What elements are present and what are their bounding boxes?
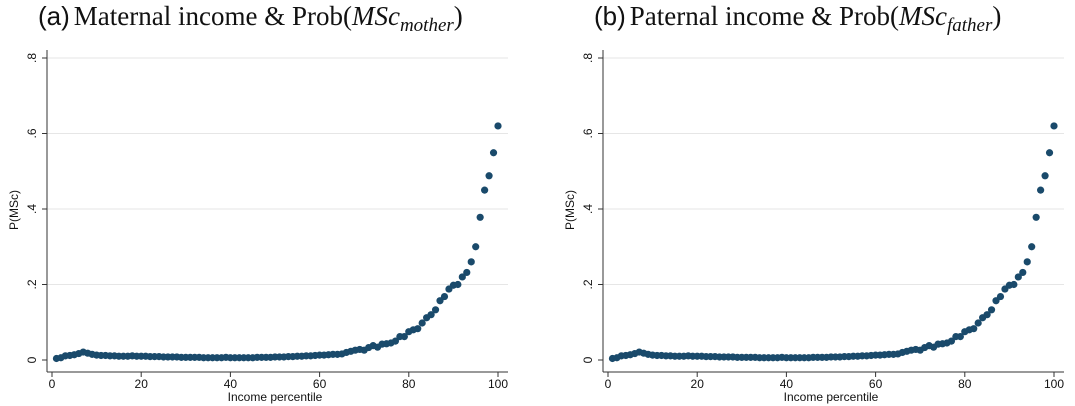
title-close: ) <box>453 1 463 31</box>
x-tick-label: 20 <box>135 377 149 391</box>
data-point <box>489 149 498 157</box>
data-point <box>454 280 462 289</box>
data-point <box>974 319 982 327</box>
data-point <box>1010 280 1018 289</box>
y-tick-label: 0 <box>581 356 595 363</box>
y-tick-label: .4 <box>581 204 595 214</box>
data-point <box>1050 122 1058 130</box>
x-tick-label: 20 <box>691 377 705 391</box>
data-point <box>400 332 408 341</box>
data-point <box>431 306 440 314</box>
data-point <box>987 306 996 314</box>
x-tick-label: 80 <box>402 377 416 391</box>
data-point <box>418 319 426 327</box>
x-tick-label: 80 <box>958 377 972 391</box>
x-tick-label: 0 <box>49 377 56 391</box>
y-tick-label: .2 <box>581 279 595 289</box>
panel-tag: (b) <box>594 1 626 31</box>
data-point <box>983 311 991 319</box>
data-point <box>467 258 475 266</box>
x-tick-label: 0 <box>605 377 612 391</box>
data-point <box>1014 273 1022 281</box>
data-point <box>996 292 1005 301</box>
x-axis-label: Income percentile <box>784 390 879 404</box>
data-point <box>1028 243 1036 251</box>
scatter-plot: 0 .2 .4 .6 .8 0 20 40 60 80 100 Income percentile P(… <box>563 50 1064 404</box>
data-point <box>414 325 422 333</box>
data-point <box>476 213 484 221</box>
data-point <box>1045 149 1054 157</box>
data-point <box>956 332 964 341</box>
data-point <box>458 273 466 281</box>
data-point <box>463 268 471 277</box>
title-text: Paternal income & Prob( <box>629 1 899 31</box>
data-point <box>1023 258 1031 266</box>
x-tick-label: 60 <box>869 377 883 391</box>
title-text: Maternal income & Prob( <box>73 1 352 31</box>
data-point <box>391 337 400 345</box>
chart-title: (a) Maternal income & Prob(MScmother) <box>38 1 463 36</box>
data-point <box>494 122 502 130</box>
title-close: ) <box>992 1 1002 31</box>
x-tick-label: 40 <box>780 377 794 391</box>
x-tick-label: 60 <box>313 377 327 391</box>
chart-panel-a: (a) Maternal income & Prob(MScmother) 0.… <box>0 0 537 406</box>
title-subscript: father <box>946 15 993 36</box>
data-point <box>481 186 489 194</box>
y-tick-label: .4 <box>25 204 39 214</box>
panel-tag: (a) <box>38 1 70 31</box>
data-point <box>440 292 449 301</box>
y-axis-label: P(MSc) <box>7 190 21 230</box>
data-point <box>947 337 956 345</box>
y-tick-label: .8 <box>581 53 595 63</box>
x-tick-label: 100 <box>488 377 508 391</box>
scatter-plot: 0 .2 .4 .6 .8 0 20 40 60 80 100 Income percentile P(… <box>7 50 508 404</box>
chart-panel-b: (b) Paternal income & Prob(MScfather) 0.… <box>556 0 1075 406</box>
data-point <box>472 243 480 251</box>
data-point <box>485 172 493 180</box>
data-point <box>1041 172 1049 180</box>
y-tick-label: .2 <box>25 279 39 289</box>
x-tick-label: 100 <box>1044 377 1064 391</box>
chart-title: (b) Paternal income & Prob(MScfather) <box>594 1 1002 36</box>
data-point <box>1037 186 1045 194</box>
y-axis-label: P(MSc) <box>563 190 577 230</box>
data-point <box>427 311 435 319</box>
title-variable: MSc <box>898 1 947 31</box>
x-tick-label: 40 <box>224 377 238 391</box>
y-tick-label: .6 <box>25 128 39 138</box>
y-tick-label: .6 <box>581 128 595 138</box>
y-tick-label: 0 <box>25 356 39 363</box>
x-axis-label: Income percentile <box>228 390 323 404</box>
data-point <box>1032 213 1040 221</box>
y-tick-label: .8 <box>25 53 39 63</box>
data-point <box>970 325 978 333</box>
data-point <box>1019 268 1027 277</box>
title-variable: MSc <box>351 1 400 31</box>
title-subscript: mother <box>399 15 454 36</box>
